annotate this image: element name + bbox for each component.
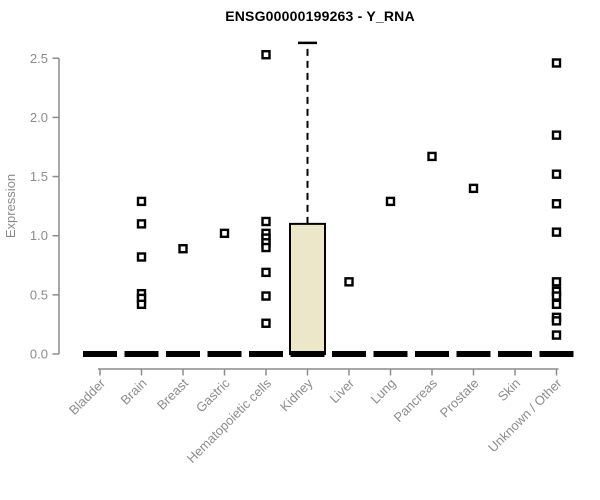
outlier-point: [136, 196, 147, 207]
outlier-point: [551, 199, 562, 209]
y-tick-label: 2.5: [30, 51, 48, 66]
outlier-point: [261, 50, 271, 60]
outlier-point: [261, 267, 271, 278]
x-tick-label: Gastric: [193, 375, 233, 415]
median-bar: [456, 351, 491, 357]
outlier-point: [136, 219, 147, 229]
median-bar: [332, 351, 366, 357]
x-tick-label: Skin: [495, 376, 523, 404]
x-tick-label: Prostate: [437, 376, 482, 421]
x-tick-label: Bladder: [66, 375, 109, 418]
x-tick-label: Breast: [154, 375, 191, 412]
x-tick-label: Lung: [368, 376, 399, 407]
outlier-point: [551, 299, 562, 310]
outlier-point: [344, 277, 354, 287]
outlier-point: [468, 183, 479, 194]
median-bar: [415, 351, 449, 357]
outlier-point: [551, 227, 562, 237]
median-bar: [249, 351, 283, 357]
median-bar: [539, 351, 574, 357]
outlier-point: [551, 130, 562, 140]
outlier-point: [385, 196, 396, 207]
outlier-point: [261, 216, 271, 227]
median-bar: [166, 351, 200, 357]
y-tick-label: 1.0: [30, 228, 48, 243]
outlier-point: [178, 244, 188, 254]
x-tick-label: Kidney: [277, 375, 316, 414]
outlier-point: [261, 318, 271, 328]
outlier-point: [427, 151, 437, 162]
x-tick-label: Liver: [327, 375, 358, 406]
chart-title: ENSG00000199263 - Y_RNA: [225, 8, 415, 24]
outlier-point: [551, 291, 562, 301]
median-bar: [290, 351, 325, 357]
outlier-point: [551, 330, 562, 340]
outlier-point: [136, 252, 147, 262]
outlier-point: [261, 291, 271, 301]
outlier-point: [136, 299, 147, 310]
x-tick-label: Brain: [118, 376, 150, 408]
y-tick-label: 0.5: [30, 287, 48, 302]
outlier-point: [219, 228, 230, 239]
y-tick-label: 1.5: [30, 169, 48, 184]
iqr-box: [289, 222, 326, 355]
x-tick-label: Unknown / Other: [485, 375, 565, 455]
y-tick-label: 2.0: [30, 110, 48, 125]
x-tick-label: Pancreas: [391, 375, 441, 425]
plot-root: 0.0 0.5 1.0 1.5 2.0 2.5 Bladder Brain Breast Gast…: [30, 41, 574, 466]
median-bar: [373, 351, 408, 357]
outlier-point: [551, 58, 562, 68]
median-bar: [498, 351, 532, 357]
median-bar: [83, 351, 117, 357]
median-bar: [207, 351, 242, 357]
y-axis-label: Expression: [3, 174, 18, 238]
outlier-point: [551, 169, 562, 179]
outlier-point: [551, 277, 562, 287]
y-tick-label: 0.0: [30, 347, 48, 362]
outlier-point: [551, 316, 562, 326]
median-bar: [124, 351, 159, 357]
outlier-point: [261, 242, 271, 253]
